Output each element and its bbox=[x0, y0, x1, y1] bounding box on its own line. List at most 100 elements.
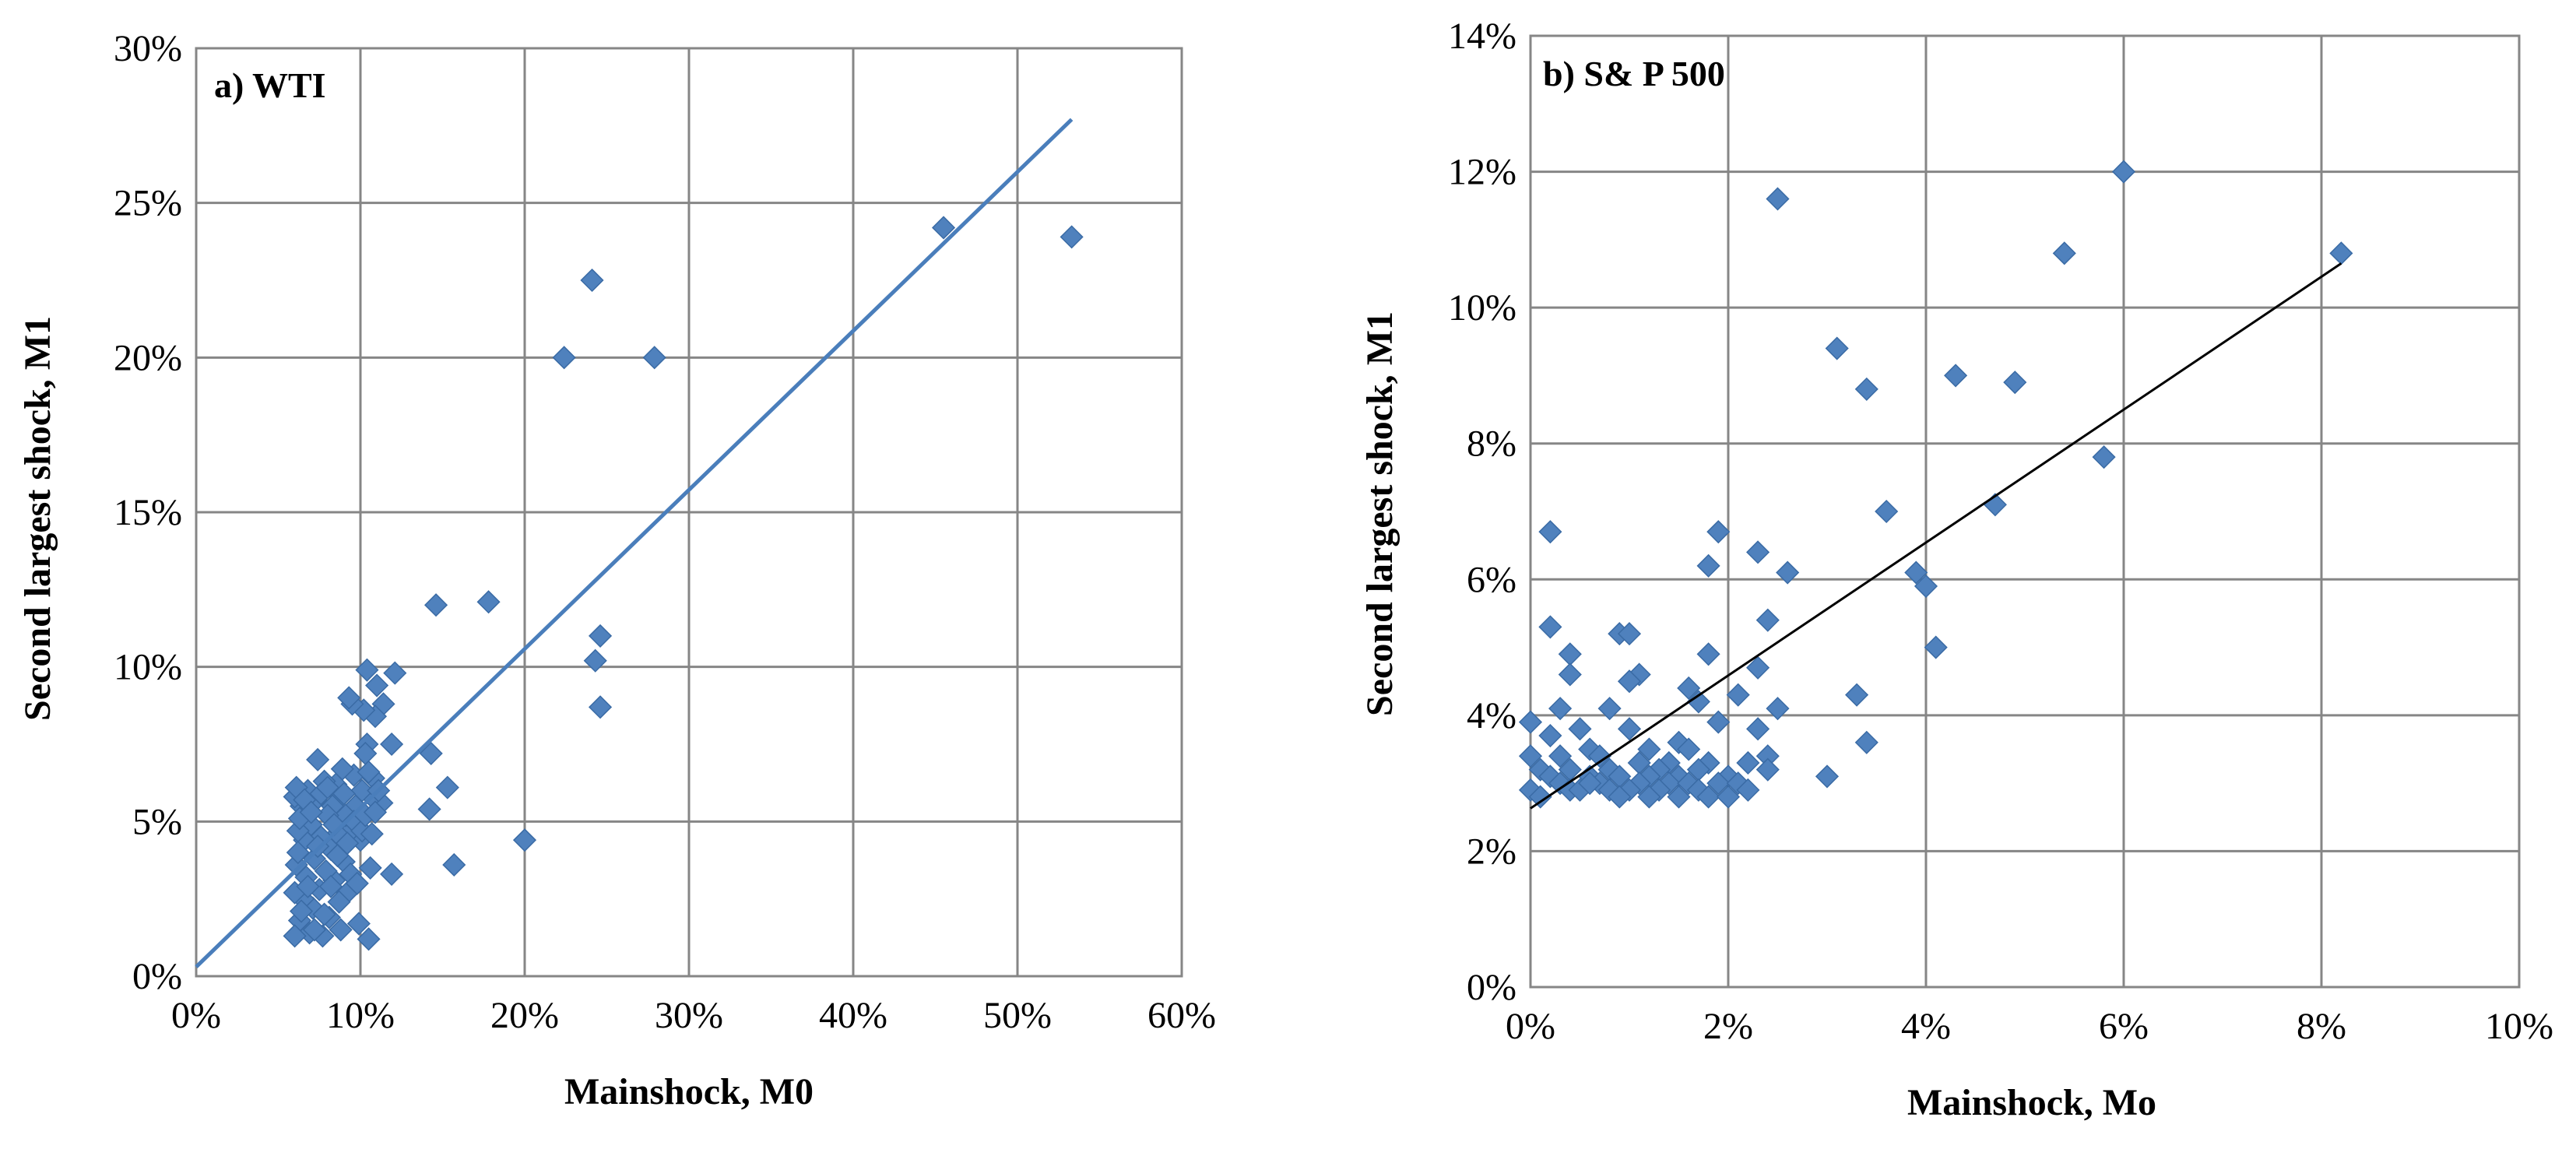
wti-data-point bbox=[476, 590, 501, 614]
sp500-data-point bbox=[1854, 377, 1878, 401]
wti-data-point bbox=[380, 862, 404, 886]
sp500-data-point bbox=[1558, 642, 1582, 666]
sp500-data-point bbox=[1686, 778, 1710, 802]
sp500-data-point bbox=[1617, 778, 1642, 802]
sp500-vertical-gridlines bbox=[1727, 36, 2323, 987]
sp500-y-tick-labels: 0% 2% 4% 6% 8% 10% 12% 14% bbox=[1448, 16, 1516, 1008]
sp500-data-point bbox=[1706, 771, 1731, 796]
wti-data-point bbox=[588, 624, 613, 648]
sp500-data-point bbox=[1548, 744, 1573, 768]
wti-data-point bbox=[332, 782, 356, 806]
wti-data-point bbox=[380, 732, 404, 757]
wti-data-point bbox=[315, 775, 339, 799]
wti-y-tick-label: 25% bbox=[114, 183, 182, 224]
wti-data-point bbox=[337, 686, 361, 710]
sp500-data-point bbox=[1548, 697, 1573, 721]
wti-data-point bbox=[345, 871, 369, 895]
wti-data-point bbox=[302, 918, 326, 942]
sp500-y-tick-label: 12% bbox=[1448, 152, 1516, 193]
sp500-data-point bbox=[1845, 683, 1869, 707]
sp500-data-point bbox=[1518, 710, 1543, 734]
wti-data-point bbox=[327, 890, 351, 914]
wti-y-tick-label: 0% bbox=[132, 956, 182, 997]
sp500-data-point bbox=[1944, 364, 1968, 388]
sp500-x-tick-label: 8% bbox=[2297, 1006, 2346, 1047]
wti-data-point bbox=[289, 899, 314, 923]
sp500-data-point bbox=[1677, 676, 1701, 701]
wti-plot-frame bbox=[195, 47, 1183, 978]
wti-data-point bbox=[580, 268, 604, 293]
sp500-data-point bbox=[1558, 662, 1582, 687]
wti-data-point bbox=[296, 874, 320, 898]
wti-data-point bbox=[312, 902, 336, 926]
wti-y-tick-label: 20% bbox=[114, 337, 182, 378]
wti-y-tick-label: 5% bbox=[132, 801, 182, 842]
sp500-x-tick-label: 10% bbox=[2485, 1006, 2553, 1047]
wti-x-tick-label: 0% bbox=[171, 995, 221, 1036]
sp500-x-axis-label: Mainshock, Mo bbox=[1907, 1082, 2156, 1123]
chart-sp500: 0% 2% 4% 6% 8% 10% 0% 2% 4% 6% 8% 10% 12% 14% b) S& … bbox=[1359, 16, 2553, 1123]
sp500-y-tick-label: 6% bbox=[1467, 559, 1516, 600]
wti-y-tick-label: 30% bbox=[114, 28, 182, 69]
sp500-data-point bbox=[1825, 336, 1849, 360]
sp500-data-point bbox=[1677, 737, 1701, 761]
sp500-x-tick-label: 6% bbox=[2099, 1006, 2149, 1047]
wti-trendline bbox=[195, 118, 1074, 968]
sp500-data-point bbox=[1637, 785, 1661, 809]
sp500-x-tick-label: 4% bbox=[1901, 1006, 1951, 1047]
wti-data-point bbox=[552, 346, 576, 370]
wti-data-point bbox=[318, 874, 343, 898]
wti-data-point bbox=[642, 346, 666, 370]
wti-data-point bbox=[588, 695, 613, 719]
sp500-data-point bbox=[1538, 520, 1562, 544]
wti-data-point bbox=[299, 800, 323, 824]
sp500-data-point bbox=[1587, 744, 1611, 768]
wti-chart-title: a) WTI bbox=[214, 65, 326, 105]
sp500-data-point bbox=[1538, 615, 1562, 639]
sp500-data-point bbox=[1528, 785, 1552, 809]
sp500-data-point bbox=[1617, 669, 1642, 694]
wti-data-point bbox=[512, 828, 537, 852]
wti-x-axis-label: Mainshock, M0 bbox=[564, 1071, 814, 1112]
wti-x-tick-label: 30% bbox=[655, 995, 723, 1036]
sp500-data-point bbox=[1696, 785, 1720, 809]
sp500-data-point bbox=[1854, 730, 1878, 754]
wti-x-tick-label: 40% bbox=[819, 995, 887, 1036]
sp500-y-axis-label: Second largest shock, M1 bbox=[1359, 311, 1400, 716]
wti-data-point bbox=[358, 856, 382, 880]
sp500-y-tick-label: 4% bbox=[1467, 695, 1516, 736]
wti-data-point bbox=[346, 912, 371, 936]
sp500-x-tick-label: 2% bbox=[1703, 1006, 1753, 1047]
sp500-y-tick-label: 0% bbox=[1467, 967, 1516, 1008]
sp500-data-point bbox=[1706, 710, 1731, 734]
sp500-data-point bbox=[1875, 499, 1899, 524]
sp500-data-point bbox=[1766, 187, 1790, 211]
sp500-data-point bbox=[1924, 635, 1948, 659]
sp500-data-point bbox=[2092, 445, 2116, 469]
sp500-data-point bbox=[1746, 655, 1770, 680]
sp500-data-point bbox=[1736, 750, 1760, 775]
wti-data-point bbox=[583, 648, 607, 673]
wti-data-point bbox=[360, 822, 384, 846]
wti-data-point bbox=[442, 852, 466, 877]
sp500-data-point bbox=[1578, 771, 1602, 796]
sp500-data-point bbox=[1746, 540, 1770, 564]
sp500-data-point bbox=[1667, 785, 1691, 809]
sp500-data-point bbox=[1696, 642, 1720, 666]
wti-data-point bbox=[931, 216, 956, 240]
sp500-data-point bbox=[1776, 560, 1800, 585]
wti-x-tick-label: 60% bbox=[1147, 995, 1216, 1036]
sp500-data-point bbox=[1518, 744, 1543, 768]
sp500-y-tick-label: 2% bbox=[1467, 831, 1516, 872]
wti-data-point bbox=[355, 658, 379, 682]
wti-y-axis-label: Second largest shock, M1 bbox=[17, 316, 58, 721]
wti-data-point bbox=[336, 831, 360, 856]
wti-data-point bbox=[329, 918, 353, 942]
wti-data-point bbox=[357, 760, 381, 784]
sp500-data-point bbox=[2052, 241, 2076, 265]
wti-x-tick-label: 50% bbox=[983, 995, 1052, 1036]
wti-data-point bbox=[435, 775, 459, 799]
sp500-y-tick-label: 14% bbox=[1448, 16, 1516, 57]
sp500-data-point bbox=[1755, 757, 1780, 782]
sp500-data-point bbox=[1706, 520, 1731, 544]
